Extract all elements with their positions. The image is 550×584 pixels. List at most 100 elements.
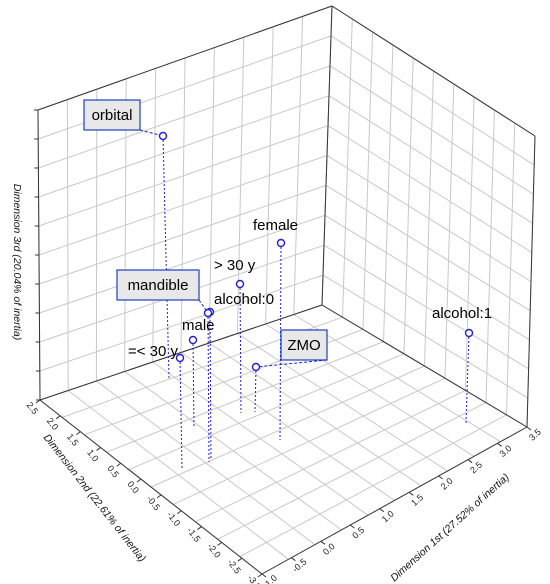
marker-layer <box>158 131 474 372</box>
frame-edge <box>321 5 333 306</box>
point-label: alcohol:0 <box>214 291 274 308</box>
y-tick-mark <box>116 462 122 467</box>
leader-line <box>255 359 328 368</box>
data-point-marker <box>464 328 474 338</box>
x-tick-mark <box>467 459 473 464</box>
grid-line <box>180 352 395 501</box>
grid-line <box>293 16 304 315</box>
point-label: ZMO <box>287 337 320 354</box>
y-tick-label: 0.5 <box>105 463 121 479</box>
y-tick-mark <box>176 510 182 515</box>
data-point-marker <box>158 131 168 141</box>
label-box <box>83 99 141 131</box>
point-label: =< 30 y <box>128 343 179 360</box>
stem-layer <box>162 135 470 469</box>
grid-line <box>38 65 331 169</box>
y-tick-mark <box>257 573 263 578</box>
leader-line <box>198 299 209 314</box>
stem-line <box>465 332 470 424</box>
frame-layer <box>37 5 536 575</box>
x-tick-mark <box>379 508 385 513</box>
frame-edge <box>331 5 536 137</box>
label-box <box>116 269 200 301</box>
data-point-marker <box>203 308 213 318</box>
data-point-marker <box>251 362 261 372</box>
grid-line <box>236 37 245 334</box>
data-point-marker <box>276 238 286 248</box>
point-label: male <box>182 317 215 334</box>
x-tick-mark <box>291 557 296 562</box>
x-tick-mark <box>261 573 267 578</box>
stem-line <box>254 366 257 413</box>
grid-line <box>330 35 535 166</box>
y-tick-label: -3.0 <box>246 573 263 584</box>
stem-line <box>239 283 242 414</box>
x-tick-label: -1.0 <box>261 573 279 584</box>
grid-line <box>237 333 448 472</box>
x-tick-mark <box>526 426 532 431</box>
grid-line <box>444 83 455 379</box>
point-label: mandible <box>128 277 189 294</box>
grid-line <box>465 96 475 391</box>
y-tick-label: 2.5 <box>25 400 41 416</box>
y-tick-mark <box>55 415 61 420</box>
grid-line <box>329 65 534 195</box>
y-tick-mark <box>156 494 162 499</box>
grid-line <box>327 125 533 253</box>
point-label: > 30 y <box>214 257 256 274</box>
frame-edge <box>39 399 263 575</box>
x-tick-mark <box>408 491 414 496</box>
frame-edge <box>321 304 528 428</box>
grid-line <box>328 95 533 224</box>
frame-edge <box>526 135 536 428</box>
x-tick-mark <box>438 475 443 480</box>
grid-line <box>208 342 422 487</box>
grid-line <box>195 389 466 523</box>
x-tick-mark <box>350 524 355 529</box>
label-box <box>280 329 328 361</box>
y-tick-mark <box>197 526 202 530</box>
y-tick-mark <box>96 447 101 451</box>
data-point-marker <box>188 335 198 345</box>
x-axis-title: Dimension 1st (27.52% of inertia) <box>388 471 511 584</box>
data-point-marker <box>235 279 245 289</box>
grid-line <box>208 47 215 344</box>
y-tick-label: 1.0 <box>85 448 101 464</box>
grid-line <box>326 155 532 282</box>
grid-line <box>485 109 495 403</box>
grid-line <box>38 95 330 198</box>
stem-line <box>192 339 195 429</box>
y-tick-label: 1.5 <box>65 432 81 448</box>
frame-edge <box>261 426 528 575</box>
point-label: orbital <box>92 107 133 124</box>
z-axis-title: Dimension 3rd (20.04% of inertia) <box>11 184 23 340</box>
y-tick-label: 0.0 <box>125 479 141 495</box>
y-tick-mark <box>217 541 222 546</box>
point-label: female <box>253 217 298 234</box>
stem-line <box>209 311 212 461</box>
y-tick-mark <box>76 431 81 436</box>
data-point-marker <box>175 353 185 363</box>
grid-line <box>38 155 328 256</box>
stem-line <box>162 135 170 379</box>
grid-line <box>293 314 501 443</box>
x-tick-mark <box>320 540 326 545</box>
grid-line <box>239 414 507 558</box>
grid-layer <box>37 5 536 575</box>
point-label: alcohol:1 <box>432 305 492 322</box>
frame-edge <box>39 304 323 401</box>
x-tick-mark <box>497 442 502 447</box>
frame-edge <box>37 5 333 111</box>
grid-line <box>217 402 487 540</box>
grid-line <box>172 377 446 505</box>
stem-line <box>279 242 282 441</box>
y-tick-mark <box>237 557 243 562</box>
grid-line <box>506 122 516 415</box>
label-layer: orbital female > 30 y alcohol:0 mandible male… <box>83 99 492 368</box>
y-tick-mark <box>136 478 142 483</box>
stem-line <box>207 312 210 463</box>
grid-line <box>38 125 329 227</box>
y-tick-label: 2.0 <box>45 416 61 432</box>
leader-line <box>139 129 164 137</box>
